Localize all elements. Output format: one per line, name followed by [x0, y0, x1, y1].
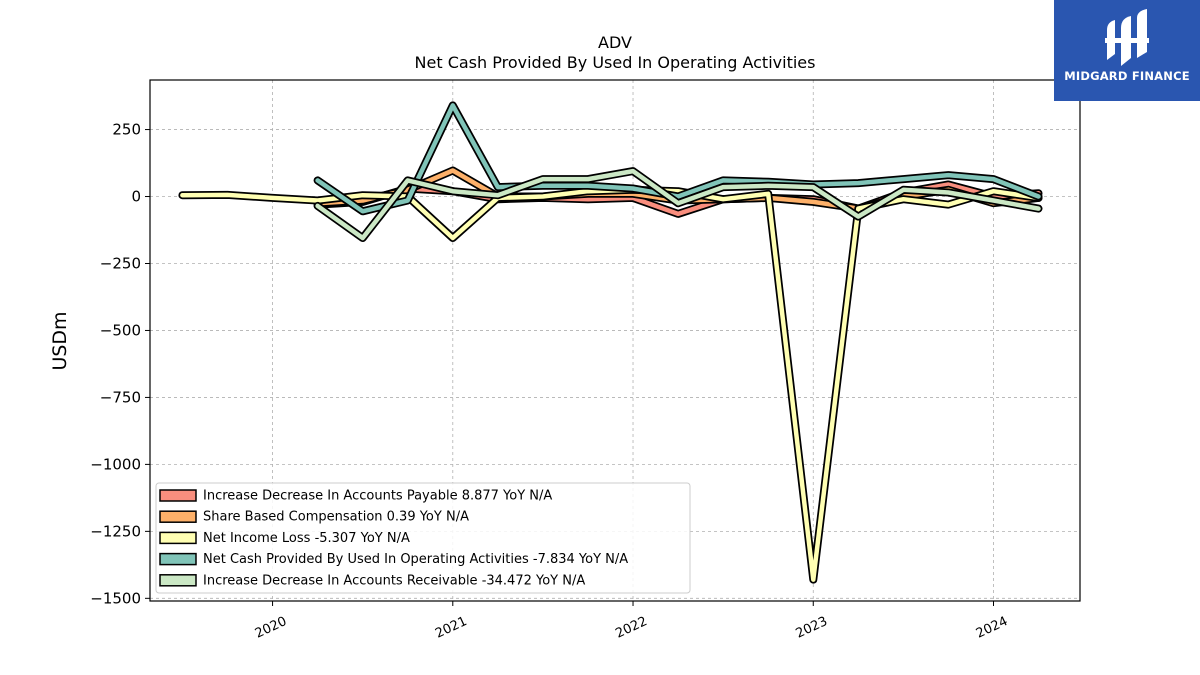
x-tick-label: 2024 — [974, 614, 1010, 642]
y-tick-label: 0 — [131, 188, 141, 206]
midgard-logo-icon — [1105, 9, 1149, 66]
y-tick-label: −1250 — [90, 522, 141, 540]
legend-label: Increase Decrease In Accounts Receivable… — [203, 573, 585, 588]
legend-swatch — [159, 552, 197, 566]
chart-subtitle: Net Cash Provided By Used In Operating A… — [415, 53, 816, 72]
chart-title: ADV — [598, 33, 632, 52]
legend-label: Net Income Loss -5.307 YoY N/A — [203, 531, 410, 546]
legend-box — [155, 482, 691, 594]
x-tick-label: 2023 — [794, 614, 830, 642]
y-tick-label: −1000 — [90, 455, 141, 473]
series-4 — [313, 167, 1043, 242]
legend-label: Share Based Compensation 0.39 YoY N/A — [203, 510, 469, 525]
legend-label: Increase Decrease In Accounts Payable 8.… — [203, 489, 552, 504]
y-tick-label: −500 — [100, 321, 141, 339]
plot-frame — [149, 79, 1081, 602]
legend-label: Net Cash Provided By Used In Operating A… — [203, 552, 628, 567]
y-axis-label: USDm — [49, 311, 71, 370]
series-line — [315, 103, 1041, 214]
series-line — [315, 168, 1041, 241]
y-tick-label: −750 — [100, 388, 141, 406]
legend-swatch — [159, 489, 197, 502]
logo-text: MIDGARD FINANCE — [1064, 69, 1190, 83]
series-lines — [178, 101, 1043, 584]
brand-logo: MIDGARD FINANCE — [1054, 0, 1200, 101]
legend-swatch — [159, 531, 197, 545]
legend: Increase Decrease In Accounts Payable 8.… — [155, 482, 691, 594]
y-axis: 250 0 −250 −500 −750 −1000 −1250 −1500 — [90, 121, 150, 607]
series-3 — [313, 101, 1043, 216]
legend-swatch — [159, 574, 197, 587]
x-axis: 2020 2021 2022 2023 2024 — [253, 601, 1010, 642]
y-tick-label: −250 — [100, 254, 141, 272]
y-tick-label: 250 — [112, 121, 141, 139]
x-tick-label: 2021 — [433, 614, 469, 642]
x-tick-label: 2020 — [253, 614, 289, 642]
legend-swatch — [159, 510, 197, 523]
x-tick-label: 2022 — [613, 614, 649, 642]
y-tick-label: −1500 — [90, 589, 141, 607]
